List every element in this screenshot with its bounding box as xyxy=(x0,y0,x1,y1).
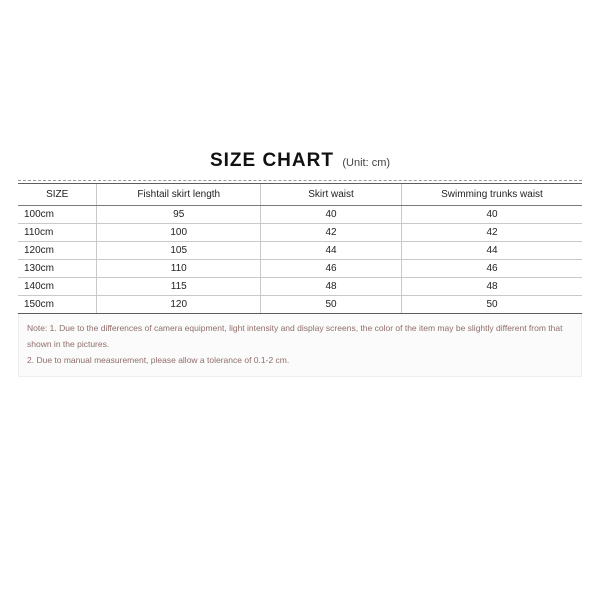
table-cell: 46 xyxy=(402,260,583,278)
table-cell: 150cm xyxy=(18,296,97,314)
notes-block: Note: 1. Due to the differences of camer… xyxy=(18,314,582,377)
table-cell: 42 xyxy=(402,224,583,242)
table-cell: 100 xyxy=(97,224,261,242)
table-cell: 48 xyxy=(261,278,402,296)
table-row: 120cm1054444 xyxy=(18,242,582,260)
table-cell: 95 xyxy=(97,206,261,224)
table-cell: 120cm xyxy=(18,242,97,260)
size-table: SIZEFishtail skirt lengthSkirt waistSwim… xyxy=(18,184,582,313)
table-cell: 40 xyxy=(402,206,583,224)
table-row: 130cm1104646 xyxy=(18,260,582,278)
chart-unit: (Unit: cm) xyxy=(342,157,390,169)
table-cell: 100cm xyxy=(18,206,97,224)
table-cell: 130cm xyxy=(18,260,97,278)
table-cell: 50 xyxy=(402,296,583,314)
table-row: 140cm1154848 xyxy=(18,278,582,296)
table-cell: 50 xyxy=(261,296,402,314)
chart-title: SIZE CHART xyxy=(210,150,334,171)
table-cell: 44 xyxy=(402,242,583,260)
table-cell: 40 xyxy=(261,206,402,224)
table-cell: 105 xyxy=(97,242,261,260)
table-cell: 110 xyxy=(97,260,261,278)
table-row: 100cm954040 xyxy=(18,206,582,224)
note-line: 2. Due to manual measurement, please all… xyxy=(27,352,573,368)
table-cell: 46 xyxy=(261,260,402,278)
chart-title-wrap: SIZE CHART (Unit: cm) xyxy=(0,150,600,172)
table-header-cell: Skirt waist xyxy=(261,184,402,206)
table-cell: 140cm xyxy=(18,278,97,296)
table-header-cell: Fishtail skirt length xyxy=(97,184,261,206)
table-header-row: SIZEFishtail skirt lengthSkirt waistSwim… xyxy=(18,184,582,206)
table-cell: 48 xyxy=(402,278,583,296)
note-line: Note: 1. Due to the differences of camer… xyxy=(27,320,573,352)
divider-dashed xyxy=(18,180,582,181)
table-header-cell: Swimming trunks waist xyxy=(402,184,583,206)
table-header-cell: SIZE xyxy=(18,184,97,206)
table-cell: 42 xyxy=(261,224,402,242)
table-row: 110cm1004242 xyxy=(18,224,582,242)
table-cell: 110cm xyxy=(18,224,97,242)
table-cell: 44 xyxy=(261,242,402,260)
table-cell: 115 xyxy=(97,278,261,296)
size-table-wrap: SIZEFishtail skirt lengthSkirt waistSwim… xyxy=(18,183,582,314)
table-cell: 120 xyxy=(97,296,261,314)
table-row: 150cm1205050 xyxy=(18,296,582,314)
